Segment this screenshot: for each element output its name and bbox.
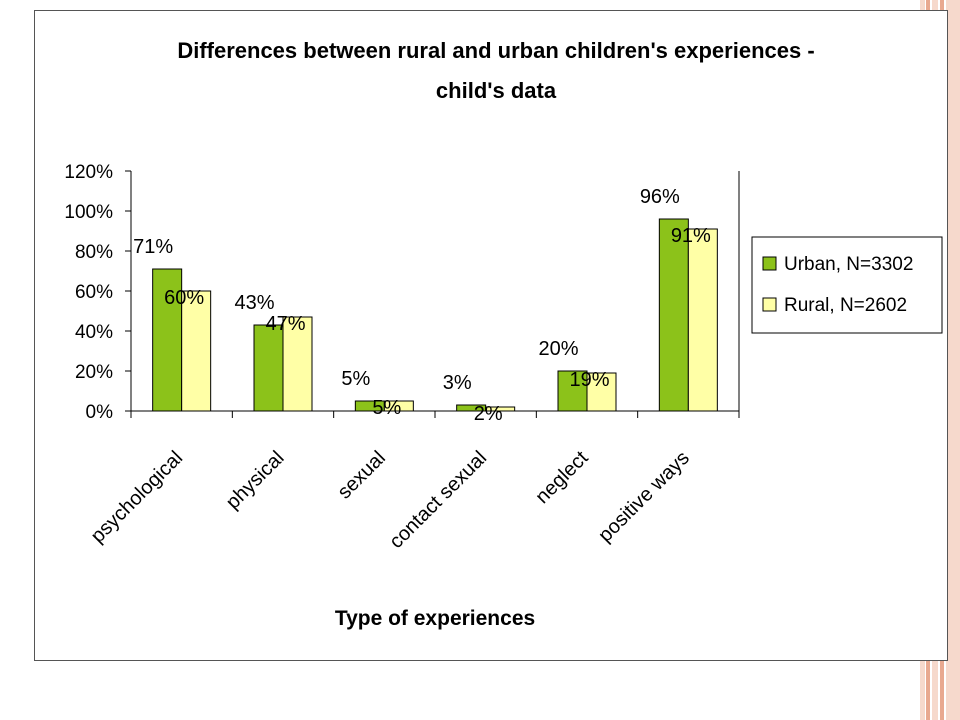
bar-urban [658, 218, 689, 412]
legend-label-urban: Urban, N=3302 [784, 254, 913, 275]
data-label-rural: 47% [265, 313, 305, 335]
data-label-urban: 5% [341, 368, 370, 390]
bar-urban [152, 268, 183, 412]
data-label-urban: 20% [538, 338, 578, 360]
data-label-urban: 71% [133, 236, 173, 258]
x-category-label: contact sexual [385, 447, 491, 553]
bar-rural [181, 290, 212, 412]
bar-rural [687, 228, 718, 412]
chart-title: Differences between rural and urban chil… [177, 38, 814, 63]
bar-rural [485, 406, 516, 412]
x-category-label: neglect [531, 447, 592, 508]
y-tick-label: 80% [75, 242, 113, 263]
y-tick-label: 0% [86, 402, 114, 423]
slide-stripe [946, 0, 960, 720]
x-category-label: positive ways [594, 447, 694, 547]
data-label-rural: 5% [372, 397, 401, 419]
x-axis-title: Type of experiences [335, 607, 535, 630]
data-label-rural: 60% [164, 287, 204, 309]
y-tick-label: 100% [64, 202, 113, 223]
plot-area: 0% 20% 40% 60% 80% 100% 120% 71% 60% psychologica… [64, 162, 740, 553]
data-label-rural: 2% [474, 403, 503, 425]
x-category-label: sexual [333, 447, 389, 503]
legend-label-rural: Rural, N=2602 [784, 295, 907, 316]
data-label-urban: 3% [443, 372, 472, 394]
bar-rural [586, 372, 617, 412]
bar-chart: Differences between rural and urban chil… [64, 38, 943, 630]
y-tick-label: 60% [75, 282, 113, 303]
x-category-label: psychological [87, 447, 187, 547]
legend: Urban, N=3302 Rural, N=2602 [751, 236, 943, 334]
chart-subtitle: child's data [436, 78, 557, 103]
bar-urban [253, 324, 284, 412]
legend-swatch-rural [762, 297, 777, 312]
y-tick-label: 20% [75, 362, 113, 383]
legend-swatch-urban [762, 256, 777, 271]
data-label-urban: 96% [640, 186, 680, 208]
data-label-rural: 91% [671, 225, 711, 247]
data-label-urban: 43% [234, 292, 274, 314]
y-tick-label: 120% [64, 162, 113, 183]
x-category-label: physical [222, 447, 289, 514]
data-label-rural: 19% [569, 369, 609, 391]
y-tick-label: 40% [75, 322, 113, 343]
bar-rural [383, 400, 414, 412]
bar-rural [282, 316, 313, 412]
chart-frame: Differences between rural and urban chil… [34, 10, 948, 661]
legend-box [751, 236, 943, 334]
